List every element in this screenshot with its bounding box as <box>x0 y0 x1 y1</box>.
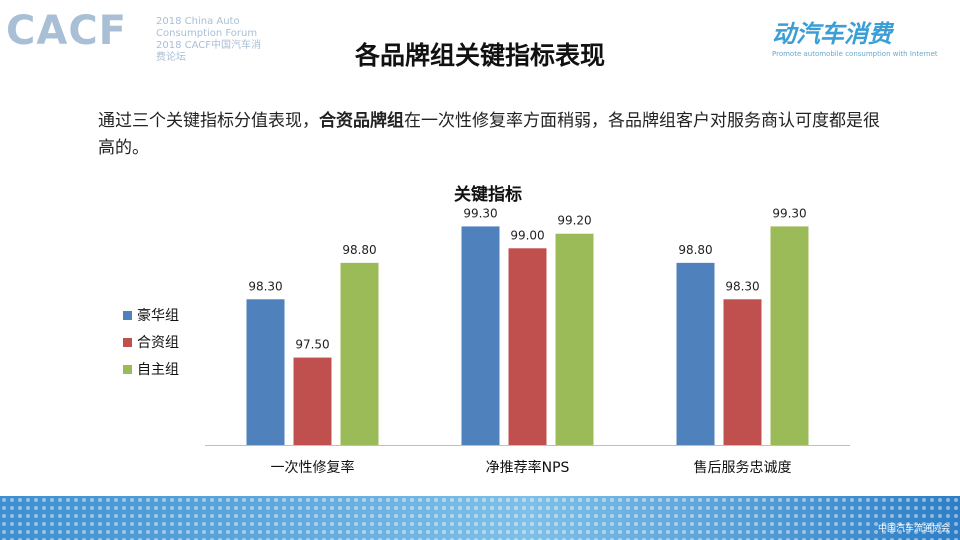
brand-logo-tagline: Promote automobile consumption with Inte… <box>772 50 938 58</box>
cacf-logo-subtitle: 2018 China Auto Consumption Forum 2018 C… <box>156 16 262 63</box>
category-label-2: 净推荐率NPS <box>486 459 570 476</box>
description-part-2: 在一次性修复率方面稍弱，各品牌组客户对服务商认可度都是很高的。 <box>98 111 880 158</box>
data-label-3-3: 99.30 <box>772 206 806 220</box>
slide-title: 各品牌组关键指标表现 <box>354 41 605 70</box>
brand-logo-text: 动汽车消费 <box>772 20 892 48</box>
legend-swatch-2 <box>123 338 132 347</box>
bar-2-3 <box>723 299 762 445</box>
data-label-1-3: 98.80 <box>678 243 712 257</box>
bar-1-2 <box>461 226 500 445</box>
data-label-3-1: 98.80 <box>342 243 376 257</box>
bar-2-2 <box>508 248 547 445</box>
bar-1-3 <box>676 262 715 445</box>
brand-logo: 动汽车消费 Promote automobile consumption wit… <box>772 14 952 64</box>
cacf-logo-mark: CACF <box>6 8 127 54</box>
bar-1-1 <box>246 299 285 445</box>
legend-label-3: 自主组 <box>137 362 179 378</box>
description-highlight: 合资品牌组 <box>319 111 404 131</box>
description-part-1: 通过三个关键指标分值表现， <box>98 111 319 131</box>
data-label-3-2: 99.20 <box>557 214 591 228</box>
cacf-logo: CACF 2018 China Auto Consumption Forum 2… <box>6 8 266 64</box>
footer-band: 中国汽车流通协会 <box>0 496 960 540</box>
legend-swatch-3 <box>123 365 132 374</box>
bar-3-2 <box>555 233 594 445</box>
footer-org-logo: 中国汽车流通协会 <box>877 524 950 534</box>
footer-dot-pattern <box>0 496 960 540</box>
bar-3-1 <box>340 262 379 445</box>
bar-2-1 <box>293 357 332 445</box>
category-label-3: 售后服务忠诚度 <box>694 460 792 476</box>
bar-3-3 <box>770 226 809 445</box>
data-label-2-1: 97.50 <box>295 338 329 352</box>
chart-title: 关键指标 <box>454 184 522 205</box>
chart-container: 关键指标 98.30 97.50 98.80 一次性修复率 99.30 99.00 99.20… <box>0 170 960 490</box>
data-label-2-2: 99.00 <box>510 228 544 242</box>
category-label-1: 一次性修复率 <box>271 459 355 476</box>
bar-chart: 关键指标 98.30 97.50 98.80 一次性修复率 99.30 99.00 99.20… <box>123 184 850 476</box>
legend-label-2: 合资组 <box>137 335 179 351</box>
legend-swatch-1 <box>123 311 132 320</box>
data-label-1-2: 99.30 <box>463 206 497 220</box>
legend-label-1: 豪华组 <box>137 308 179 324</box>
description-text: 通过三个关键指标分值表现，合资品牌组在一次性修复率方面稍弱，各品牌组客户对服务商… <box>98 108 888 162</box>
data-label-1-1: 98.30 <box>248 279 282 293</box>
data-label-2-3: 98.30 <box>725 279 759 293</box>
